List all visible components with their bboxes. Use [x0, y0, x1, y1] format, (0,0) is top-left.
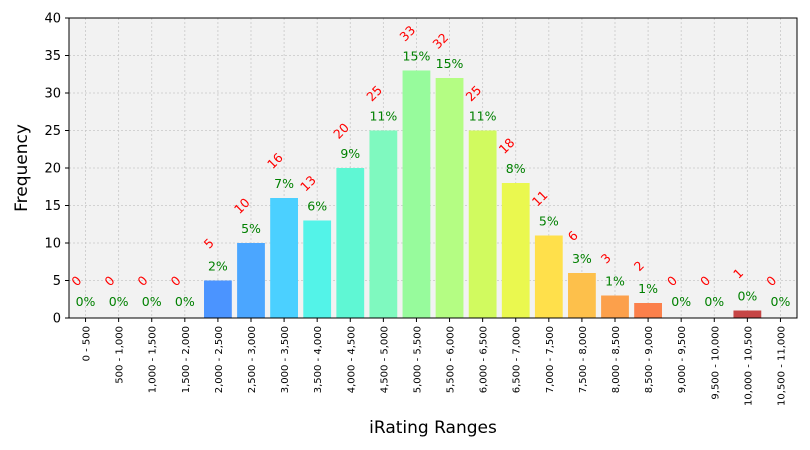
x-tick-label: 1,500 - 2,000 [181, 326, 192, 393]
y-tick-label: 30 [44, 87, 61, 102]
x-tick-label: 7,000 - 7,500 [545, 326, 556, 393]
bar [634, 303, 662, 318]
percent-label: 5% [241, 221, 261, 236]
bar [601, 295, 629, 318]
y-tick-label: 40 [44, 12, 61, 27]
percent-label: 11% [369, 109, 397, 124]
x-tick-label: 8,000 - 8,500 [611, 326, 622, 393]
y-tick-label: 10 [44, 237, 61, 252]
x-tick-label: 8,500 - 9,000 [644, 326, 655, 393]
bar [237, 243, 265, 318]
y-axis-title: Frequency [12, 124, 32, 212]
x-tick-label: 2,500 - 3,000 [247, 326, 258, 393]
x-tick-label: 9,500 - 10,000 [710, 326, 721, 400]
bar [369, 130, 398, 318]
percent-label: 9% [340, 146, 360, 161]
percent-label: 3% [572, 251, 592, 266]
plot-frame [68, 17, 798, 319]
x-tick-label: 5,000 - 5,500 [412, 326, 423, 393]
x-tick-label: 10,000 - 10,500 [743, 326, 754, 406]
percent-label: 0% [704, 294, 724, 309]
y-tick-label: 15 [44, 199, 61, 214]
bar [204, 280, 232, 318]
bars [204, 70, 762, 318]
percent-label: 1% [605, 274, 625, 289]
x-tick-label: 7,500 - 8,000 [578, 326, 589, 393]
percent-label: 5% [539, 214, 559, 229]
x-tick-label: 2,000 - 2,500 [214, 326, 225, 393]
x-tick-label: 500 - 1,000 [115, 326, 126, 384]
bar [501, 183, 530, 318]
bar [534, 235, 563, 318]
bar [270, 198, 298, 318]
percent-label: 7% [274, 176, 294, 191]
x-tick-label: 0 - 500 [82, 326, 93, 361]
x-tick-label: 4,000 - 4,500 [346, 326, 357, 393]
percent-label: 6% [307, 199, 327, 214]
percent-label: 15% [403, 49, 431, 64]
percent-label: 0% [671, 294, 691, 309]
bar [435, 78, 464, 318]
percent-label: 0% [737, 289, 757, 304]
percent-label: 0% [175, 294, 195, 309]
x-tick-label: 9,000 - 9,500 [677, 326, 688, 393]
y-tick-label: 35 [44, 49, 61, 64]
y-tick-label: 0 [53, 312, 61, 327]
percent-labels: 0% 0% 0% 0% 2% 5% 7% 6% 9% 11% 15% 15% 11% 8% 5% 3% 1% 1%… [76, 49, 791, 310]
percent-label: 8% [506, 161, 526, 176]
percent-label: 0% [109, 294, 129, 309]
bar [336, 168, 365, 318]
x-tick-label: 10,500 - 11,000 [776, 326, 787, 406]
percent-label: 0% [771, 294, 791, 309]
y-tick-label: 25 [44, 124, 61, 139]
x-tick-label: 5,500 - 6,000 [446, 326, 457, 393]
y-axis: 0 5 10 15 20 25 30 35 40 [44, 12, 69, 327]
percent-label: 11% [469, 109, 497, 124]
percent-label: 0% [76, 294, 96, 309]
x-tick-label: 4,500 - 5,000 [379, 326, 390, 393]
bar [303, 220, 332, 318]
x-tick-label: 3,000 - 3,500 [280, 326, 291, 393]
bar [468, 130, 497, 318]
bar [402, 70, 431, 318]
x-axis: 0 - 500 500 - 1,000 1,000 - 1,500 1,500 - 2… [82, 318, 787, 406]
y-tick-label: 20 [44, 162, 61, 177]
percent-label: 0% [142, 294, 162, 309]
percent-label: 15% [436, 56, 464, 71]
bar [568, 273, 596, 318]
x-tick-label: 3,500 - 4,000 [313, 326, 324, 393]
percent-label: 2% [208, 259, 228, 274]
x-axis-title: iRating Ranges [369, 418, 497, 438]
y-tick-label: 5 [53, 274, 61, 289]
x-tick-label: 6,500 - 7,000 [512, 326, 523, 393]
x-tick-label: 6,000 - 6,500 [479, 326, 490, 393]
percent-label: 1% [638, 281, 658, 296]
bar [733, 310, 762, 318]
x-tick-label: 1,000 - 1,500 [148, 326, 159, 393]
